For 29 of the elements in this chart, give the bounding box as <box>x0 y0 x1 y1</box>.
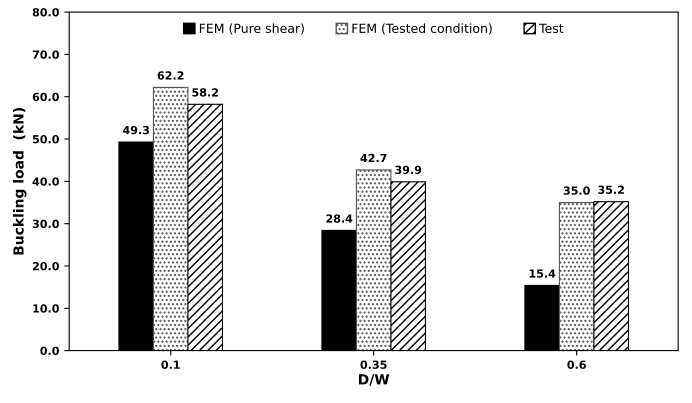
y-tick-label: 70.0 <box>32 50 59 59</box>
data-label: 35.0 <box>564 186 590 195</box>
legend-label: FEM (Tested condition) <box>352 23 492 34</box>
y-tick-label: 80.0 <box>32 8 59 16</box>
legend-label: Test <box>539 24 564 34</box>
x-tick-label: 0.1 <box>161 360 180 369</box>
x-tick-label: 0.6 <box>567 360 586 369</box>
data-label: 49.3 <box>122 126 150 134</box>
data-label: 15.4 <box>530 269 556 278</box>
bar <box>356 169 392 351</box>
data-label: 35.2 <box>598 186 624 194</box>
legend-label: FEM (Pure shear) <box>200 23 304 34</box>
bar <box>558 202 594 351</box>
y-tick-label: 10.0 <box>33 304 59 313</box>
x-axis-title: D/W <box>358 374 390 386</box>
y-tick-label: 60.0 <box>32 92 59 102</box>
data-label: 62.2 <box>158 71 184 80</box>
x-tick-label: 0.35 <box>360 360 387 369</box>
data-label: 39.9 <box>395 166 422 174</box>
y-axis-title: Buckling load (kN) <box>12 108 27 255</box>
data-label: 28.4 <box>326 214 352 223</box>
data-label: 58.2 <box>192 88 218 97</box>
y-tick-label: 0.0 <box>40 346 59 355</box>
bar <box>152 86 188 351</box>
y-tick-label: 50.0 <box>32 135 59 144</box>
y-tick-label: 40.0 <box>32 177 59 186</box>
data-label: 42.7 <box>360 154 387 162</box>
y-tick-label: 30.0 <box>32 220 59 228</box>
y-tick-label: 20.0 <box>32 262 59 270</box>
